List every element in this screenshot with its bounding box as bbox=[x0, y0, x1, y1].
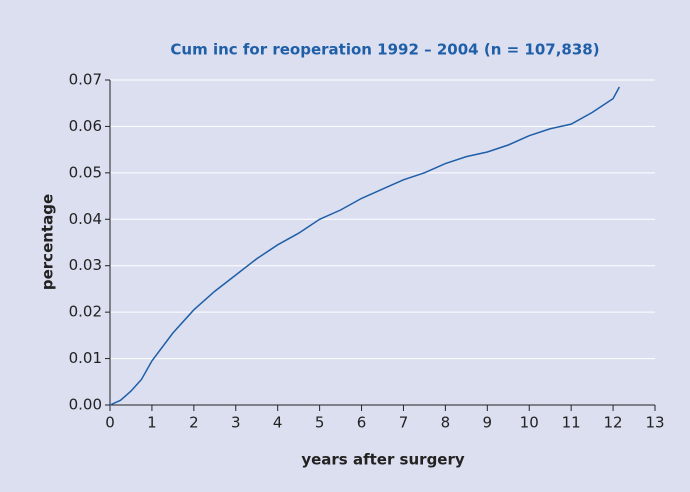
x-tick-label: 9 bbox=[483, 414, 493, 432]
x-tick-label: 2 bbox=[189, 414, 199, 432]
x-axis-title: years after surgery bbox=[301, 451, 465, 469]
y-tick-label: 0.02 bbox=[69, 303, 102, 321]
x-tick-label: 11 bbox=[562, 414, 581, 432]
x-tick-label: 8 bbox=[441, 414, 451, 432]
x-tick-label: 3 bbox=[231, 414, 241, 432]
x-tick-label: 7 bbox=[399, 414, 409, 432]
y-tick-label: 0.01 bbox=[69, 349, 102, 367]
y-tick-label: 0.04 bbox=[69, 210, 102, 228]
line bbox=[109, 86, 621, 406]
x-tick-label: 1 bbox=[147, 414, 157, 432]
y-tick-label: 0.05 bbox=[69, 163, 102, 181]
y-axis-title: percentage bbox=[39, 194, 57, 290]
chart-title: Cum inc for reoperation 1992 – 2004 (n =… bbox=[170, 41, 599, 59]
x-tick-label: 10 bbox=[520, 414, 539, 432]
y-tick-label: 0.06 bbox=[69, 117, 102, 135]
y-tick-label: 0.03 bbox=[69, 256, 102, 274]
x-tick-label: 13 bbox=[645, 414, 664, 432]
x-tick-label: 4 bbox=[273, 414, 283, 432]
x-tick-label: 5 bbox=[315, 414, 325, 432]
y-tick-label: 0.00 bbox=[69, 396, 102, 414]
y-tick-label: 0.07 bbox=[69, 71, 102, 89]
x-tick-label: 0 bbox=[105, 414, 115, 432]
x-tick-label: 6 bbox=[357, 414, 367, 432]
x-tick-label: 12 bbox=[604, 414, 623, 432]
